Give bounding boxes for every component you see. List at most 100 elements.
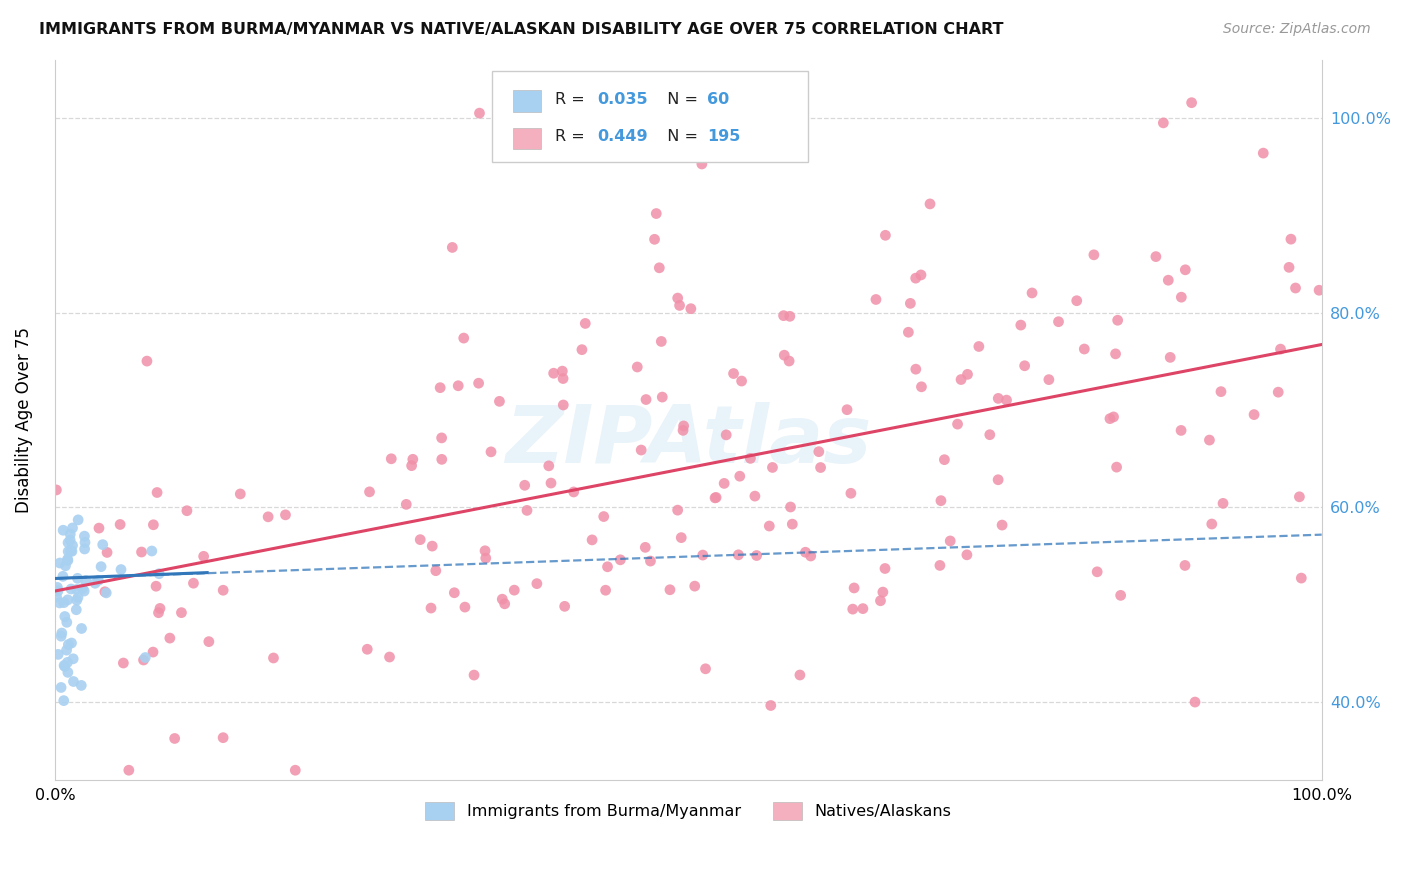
Point <box>108 517 131 532</box>
Point <box>1174 558 1197 573</box>
Point <box>193 549 215 564</box>
Point <box>513 478 536 492</box>
Point <box>1170 424 1192 438</box>
Point <box>70 678 93 692</box>
Point <box>904 362 927 376</box>
Point <box>52 523 75 537</box>
Point <box>73 535 96 549</box>
Point <box>53 609 76 624</box>
Point <box>409 533 432 547</box>
Text: R =: R = <box>555 129 591 144</box>
Point <box>468 788 491 802</box>
Point <box>551 364 574 378</box>
Point <box>543 366 565 380</box>
Point <box>745 549 768 563</box>
Point <box>52 596 75 610</box>
Legend: Immigrants from Burma/Myanmar, Natives/Alaskans: Immigrants from Burma/Myanmar, Natives/A… <box>419 796 957 826</box>
Point <box>229 487 252 501</box>
Point <box>634 392 657 407</box>
Point <box>474 543 496 558</box>
Point <box>744 489 766 503</box>
Point <box>526 576 548 591</box>
Point <box>934 452 956 467</box>
Point <box>759 698 782 713</box>
Point <box>704 491 727 505</box>
Point <box>1267 385 1289 400</box>
Point <box>96 545 118 559</box>
Point <box>713 476 735 491</box>
Point <box>72 582 94 596</box>
Point <box>1083 248 1105 262</box>
Point <box>70 622 93 636</box>
Point <box>96 586 118 600</box>
Point <box>59 527 82 541</box>
Text: Source: ZipAtlas.com: Source: ZipAtlas.com <box>1223 22 1371 37</box>
Point <box>401 458 423 473</box>
Point <box>45 590 67 604</box>
Text: 195: 195 <box>707 129 741 144</box>
Point <box>145 579 167 593</box>
Point <box>1284 281 1306 295</box>
Point <box>149 601 172 615</box>
Point <box>679 301 702 316</box>
Point <box>779 500 801 514</box>
Point <box>56 552 79 566</box>
Point <box>987 392 1010 406</box>
Point <box>212 731 235 745</box>
Point <box>90 559 112 574</box>
Point <box>1184 695 1206 709</box>
Text: N =: N = <box>657 129 703 144</box>
Point <box>794 545 817 559</box>
Point <box>142 517 165 532</box>
Point <box>56 656 79 670</box>
Point <box>690 157 713 171</box>
Point <box>1152 116 1174 130</box>
Point <box>91 538 114 552</box>
Point <box>648 260 671 275</box>
Point <box>574 317 596 331</box>
Point <box>1212 496 1234 510</box>
Point <box>779 310 801 324</box>
Point <box>571 343 593 357</box>
Point <box>695 662 717 676</box>
Point <box>778 354 800 368</box>
Point <box>257 509 280 524</box>
Point <box>842 581 865 595</box>
Point <box>835 402 858 417</box>
Point <box>46 648 69 662</box>
Text: N =: N = <box>657 92 703 106</box>
Point <box>45 483 67 497</box>
Text: ZIPAtlas: ZIPAtlas <box>505 402 872 481</box>
Point <box>626 359 648 374</box>
Point <box>918 197 941 211</box>
Point <box>761 460 783 475</box>
Y-axis label: Disability Age Over 75: Disability Age Over 75 <box>15 326 32 513</box>
Point <box>468 106 491 120</box>
Point <box>1014 359 1036 373</box>
Point <box>910 268 932 282</box>
Point <box>53 659 76 673</box>
Point <box>112 656 135 670</box>
Point <box>142 645 165 659</box>
Point <box>730 374 752 388</box>
Point <box>1104 347 1126 361</box>
Point <box>59 544 82 558</box>
Point <box>56 615 79 630</box>
Point <box>1279 232 1302 246</box>
Point <box>176 504 198 518</box>
Point <box>494 597 516 611</box>
Point <box>52 569 75 583</box>
Point <box>59 533 82 548</box>
Point <box>60 582 83 596</box>
Point <box>872 585 894 599</box>
Point <box>274 508 297 522</box>
Point <box>163 731 186 746</box>
Point <box>789 668 811 682</box>
Point <box>634 541 657 555</box>
Point <box>395 497 418 511</box>
Point <box>475 551 498 566</box>
Point <box>551 371 574 385</box>
Point <box>65 603 87 617</box>
Point <box>48 596 70 610</box>
Point <box>488 394 510 409</box>
